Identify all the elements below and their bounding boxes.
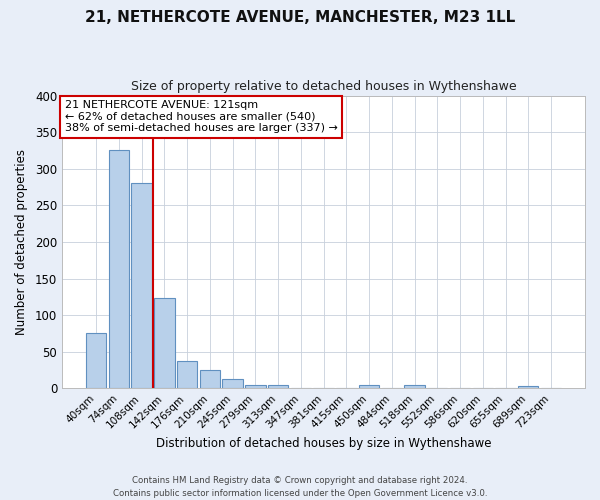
Y-axis label: Number of detached properties: Number of detached properties xyxy=(15,149,28,335)
Text: Contains HM Land Registry data © Crown copyright and database right 2024.
Contai: Contains HM Land Registry data © Crown c… xyxy=(113,476,487,498)
Bar xyxy=(131,184,152,388)
Text: 21 NETHERCOTE AVENUE: 121sqm
← 62% of detached houses are smaller (540)
38% of s: 21 NETHERCOTE AVENUE: 121sqm ← 62% of de… xyxy=(65,100,338,133)
Bar xyxy=(518,386,538,388)
Bar xyxy=(200,370,220,388)
Bar xyxy=(245,386,266,388)
Bar xyxy=(268,386,288,388)
Bar xyxy=(404,386,425,388)
Bar xyxy=(359,384,379,388)
Title: Size of property relative to detached houses in Wythenshawe: Size of property relative to detached ho… xyxy=(131,80,517,93)
Bar xyxy=(154,298,175,388)
Bar xyxy=(86,334,106,388)
X-axis label: Distribution of detached houses by size in Wythenshawe: Distribution of detached houses by size … xyxy=(156,437,491,450)
Bar xyxy=(223,379,243,388)
Bar xyxy=(109,150,129,388)
Text: 21, NETHERCOTE AVENUE, MANCHESTER, M23 1LL: 21, NETHERCOTE AVENUE, MANCHESTER, M23 1… xyxy=(85,10,515,25)
Bar xyxy=(177,360,197,388)
